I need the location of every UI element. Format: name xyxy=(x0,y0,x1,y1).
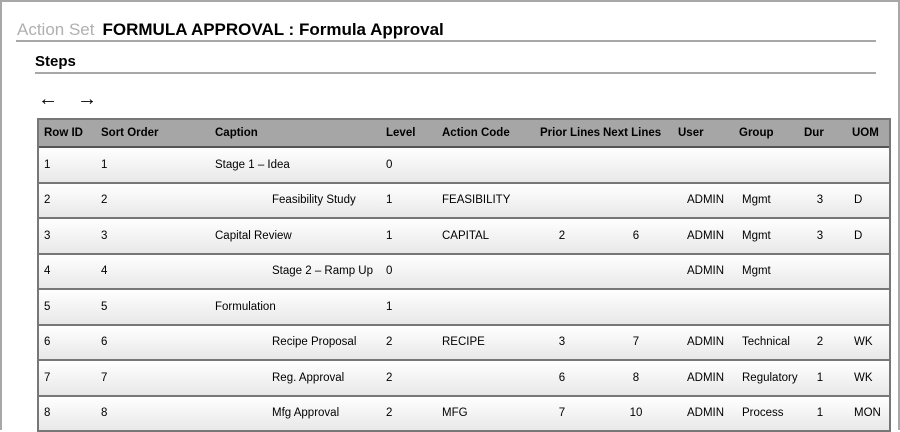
cell-uom: WK xyxy=(854,372,873,384)
cell-sort: 2 xyxy=(101,194,107,206)
cell-dur: 1 xyxy=(805,372,835,384)
column-header[interactable]: Next Lines xyxy=(603,127,661,139)
cell-level: 1 xyxy=(386,194,392,206)
cell-sort: 4 xyxy=(101,265,107,277)
cell-level: 1 xyxy=(386,230,392,242)
cell-row-id: 7 xyxy=(44,372,50,384)
cell-prior: 2 xyxy=(547,230,577,242)
cell-level: 2 xyxy=(386,407,392,419)
cell-row-id: 5 xyxy=(44,301,50,313)
table-header: Row ID Sort Order Caption Level Action Code P… xyxy=(39,120,889,148)
cell-user: ADMIN xyxy=(687,407,724,419)
cell-row-id: 4 xyxy=(44,265,50,277)
column-header[interactable]: Dur xyxy=(804,127,824,139)
cell-code: FEASIBILITY xyxy=(442,194,510,206)
cell-dur: 3 xyxy=(805,194,835,206)
cell-sort: 1 xyxy=(101,159,107,171)
cell-group: Regulatory xyxy=(742,372,798,384)
cell-next: 8 xyxy=(621,372,651,384)
cell-sort: 5 xyxy=(101,301,107,313)
cell-uom: D xyxy=(854,230,862,242)
cell-dur: 1 xyxy=(805,407,835,419)
cell-level: 0 xyxy=(386,265,392,277)
cell-sort: 3 xyxy=(101,230,107,242)
table-row[interactable]: 1 1 Stage 1 – Idea 0 xyxy=(39,148,889,184)
cell-dur: 2 xyxy=(805,336,835,348)
table-row[interactable]: 5 5 Formulation 1 xyxy=(39,290,889,326)
table-row[interactable]: 4 4 Stage 2 – Ramp Up 0 ADMIN Mgmt xyxy=(39,255,889,291)
page-title: Action Set FORMULA APPROVAL : Formula App… xyxy=(17,20,444,40)
column-header[interactable]: Group xyxy=(739,127,774,139)
cell-uom: D xyxy=(854,194,862,206)
column-header[interactable]: User xyxy=(678,127,704,139)
column-header[interactable]: Row ID xyxy=(44,127,83,139)
cell-uom: WK xyxy=(854,336,873,348)
cell-next: 10 xyxy=(621,407,651,419)
cell-row-id: 1 xyxy=(44,159,50,171)
cell-group: Mgmt xyxy=(742,265,771,277)
cell-group: Process xyxy=(742,407,784,419)
cell-user: ADMIN xyxy=(687,194,724,206)
cell-caption: Stage 2 – Ramp Up xyxy=(272,265,373,277)
cell-sort: 6 xyxy=(101,336,107,348)
cell-row-id: 3 xyxy=(44,230,50,242)
section-title: Steps xyxy=(35,53,76,70)
cell-sort: 8 xyxy=(101,407,107,419)
column-header[interactable]: Level xyxy=(386,127,415,139)
cell-code: RECIPE xyxy=(442,336,485,348)
table-row[interactable]: 7 7 Reg. Approval 2 6 8 ADMIN Regulatory 1 WK xyxy=(39,361,889,397)
cell-caption: Formulation xyxy=(215,301,276,313)
cell-level: 1 xyxy=(386,301,392,313)
cell-code: CAPITAL xyxy=(442,230,489,242)
cell-uom: MON xyxy=(854,407,881,419)
title-label: Action Set xyxy=(17,20,95,39)
table-row[interactable]: 2 2 Feasibility Study 1 FEASIBILITY ADMIN Mgmt… xyxy=(39,184,889,220)
cell-user: ADMIN xyxy=(687,230,724,242)
column-header[interactable]: Action Code xyxy=(442,127,510,139)
cell-next: 6 xyxy=(621,230,651,242)
cell-prior: 6 xyxy=(547,372,577,384)
divider xyxy=(35,72,876,74)
back-arrow-icon[interactable]: ← xyxy=(38,88,58,111)
cell-dur: 3 xyxy=(805,230,835,242)
cell-caption: Capital Review xyxy=(215,230,292,242)
cell-row-id: 6 xyxy=(44,336,50,348)
cell-group: Technical xyxy=(742,336,790,348)
cell-level: 2 xyxy=(386,372,392,384)
cell-caption: Mfg Approval xyxy=(272,407,339,419)
cell-prior: 7 xyxy=(547,407,577,419)
title-value: FORMULA APPROVAL : Formula Approval xyxy=(103,20,444,39)
cell-sort: 7 xyxy=(101,372,107,384)
cell-level: 0 xyxy=(386,159,392,171)
column-header[interactable]: UOM xyxy=(852,127,879,139)
column-header[interactable]: Sort Order xyxy=(101,127,159,139)
column-header[interactable]: Caption xyxy=(215,127,258,139)
cell-caption: Recipe Proposal xyxy=(272,336,356,348)
table-row[interactable]: 8 8 Mfg Approval 2 MFG 7 10 ADMIN Process 1 MON xyxy=(39,397,889,432)
cell-prior: 3 xyxy=(547,336,577,348)
cell-caption: Feasibility Study xyxy=(272,194,356,206)
divider xyxy=(16,40,876,42)
cell-user: ADMIN xyxy=(687,265,724,277)
cell-code: MFG xyxy=(442,407,468,419)
cell-row-id: 2 xyxy=(44,194,50,206)
cell-group: Mgmt xyxy=(742,194,771,206)
column-header[interactable]: Prior Lines xyxy=(540,127,600,139)
table-row[interactable]: 3 3 Capital Review 1 CAPITAL 2 6 ADMIN Mgmt 3 D xyxy=(39,219,889,255)
cell-group: Mgmt xyxy=(742,230,771,242)
cell-level: 2 xyxy=(386,336,392,348)
cell-user: ADMIN xyxy=(687,372,724,384)
table-row[interactable]: 6 6 Recipe Proposal 2 RECIPE 3 7 ADMIN Technical… xyxy=(39,326,889,362)
cell-next: 7 xyxy=(621,336,651,348)
cell-caption: Reg. Approval xyxy=(272,372,344,384)
cell-row-id: 8 xyxy=(44,407,50,419)
cell-user: ADMIN xyxy=(687,336,724,348)
forward-arrow-icon[interactable]: → xyxy=(77,88,97,111)
steps-table: Row ID Sort Order Caption Level Action Code P… xyxy=(37,118,891,432)
cell-caption: Stage 1 – Idea xyxy=(215,159,290,171)
